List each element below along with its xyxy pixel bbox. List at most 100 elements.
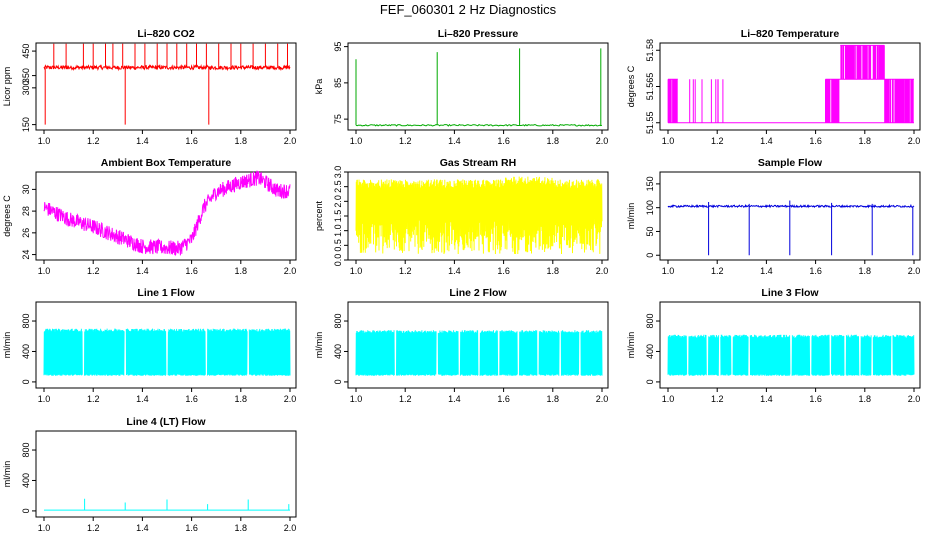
x-tick-label: 1.0 bbox=[662, 136, 675, 146]
y-tick-label: 95 bbox=[333, 42, 343, 52]
figure-title: FEF_060301 2 Hz Diagnostics bbox=[380, 2, 557, 17]
x-tick-label: 1.2 bbox=[399, 136, 412, 146]
y-tick-label: 450 bbox=[21, 44, 31, 59]
x-tick-label: 1.4 bbox=[760, 266, 773, 276]
data-series bbox=[355, 330, 603, 376]
x-tick-label: 1.2 bbox=[87, 266, 100, 276]
x-tick-label: 1.2 bbox=[399, 394, 412, 404]
x-tick-label: 1.6 bbox=[185, 266, 198, 276]
y-tick-label: 400 bbox=[21, 344, 31, 359]
panel-title: Line 2 Flow bbox=[449, 287, 507, 299]
x-tick-label: 2.0 bbox=[284, 523, 297, 533]
y-tick-label: 400 bbox=[333, 344, 343, 359]
x-tick-label: 2.0 bbox=[596, 136, 609, 146]
x-tick-label: 1.4 bbox=[136, 136, 149, 146]
x-tick-label: 1.6 bbox=[809, 266, 822, 276]
y-axis-label: ml/min bbox=[626, 332, 636, 359]
plot-frame bbox=[347, 301, 609, 389]
x-tick-label: 1.6 bbox=[185, 136, 198, 146]
plot-frame bbox=[347, 42, 609, 131]
y-tick-label: 100 bbox=[645, 200, 655, 215]
x-tick-label: 1.6 bbox=[809, 394, 822, 404]
x-tick-label: 1.2 bbox=[711, 394, 724, 404]
y-tick-label: 0.5 bbox=[333, 239, 343, 252]
panel-title: Li–820 CO2 bbox=[137, 28, 194, 40]
y-axis-label: kPa bbox=[314, 79, 324, 95]
x-tick-label: 2.0 bbox=[596, 394, 609, 404]
x-tick-label: 1.6 bbox=[185, 394, 198, 404]
y-tick-label: 0 bbox=[21, 508, 31, 513]
x-tick-label: 1.2 bbox=[87, 136, 100, 146]
panel-7: Line 1 Flow 1.0 1.2 1.4 1.6 1.8 2.0 0 400 800 ml/m… bbox=[2, 287, 297, 404]
panel-4: Ambient Box Temperature 1.0 1.2 1.4 1.6 1.8 2.… bbox=[2, 157, 297, 276]
y-tick-label: 0 bbox=[645, 253, 655, 258]
y-axis-label: ml/min bbox=[626, 203, 636, 230]
x-tick-label: 1.8 bbox=[547, 266, 560, 276]
plot-frame bbox=[35, 171, 297, 261]
x-tick-label: 1.8 bbox=[859, 394, 872, 404]
x-tick-label: 2.0 bbox=[596, 266, 609, 276]
x-tick-label: 2.0 bbox=[908, 394, 921, 404]
data-series bbox=[43, 170, 291, 257]
y-tick-label: 800 bbox=[21, 443, 31, 458]
x-tick-label: 1.8 bbox=[859, 266, 872, 276]
panel-title: Gas Stream RH bbox=[440, 157, 516, 169]
y-tick-label: 2.0 bbox=[333, 195, 343, 208]
x-tick-label: 1.2 bbox=[711, 136, 724, 146]
x-tick-label: 1.8 bbox=[547, 394, 560, 404]
x-tick-label: 1.4 bbox=[448, 266, 461, 276]
y-tick-label: 300 bbox=[21, 80, 31, 95]
x-tick-label: 1.8 bbox=[235, 136, 248, 146]
y-tick-label: 51.565 bbox=[645, 73, 655, 101]
plot-frame bbox=[35, 42, 297, 131]
y-tick-label: 1.5 bbox=[333, 210, 343, 223]
x-tick-label: 1.0 bbox=[38, 523, 51, 533]
data-series bbox=[355, 48, 603, 127]
data-series bbox=[667, 334, 915, 376]
x-tick-label: 2.0 bbox=[908, 136, 921, 146]
x-tick-label: 1.4 bbox=[760, 394, 773, 404]
panel-10: Line 4 (LT) Flow 1.0 1.2 1.4 1.6 1.8 2.0 0 400 80… bbox=[2, 416, 297, 533]
panel-title: Li–820 Temperature bbox=[741, 28, 840, 40]
plot-frame bbox=[659, 301, 921, 389]
x-tick-label: 1.8 bbox=[235, 266, 248, 276]
y-tick-label: 2.5 bbox=[333, 180, 343, 193]
panel-8: Line 2 Flow 1.0 1.2 1.4 1.6 1.8 2.0 0 400 800 ml/m… bbox=[314, 287, 609, 404]
panel-title: Line 1 Flow bbox=[137, 287, 195, 299]
x-tick-label: 1.6 bbox=[497, 394, 510, 404]
x-tick-label: 1.0 bbox=[350, 266, 363, 276]
x-tick-label: 1.0 bbox=[662, 266, 675, 276]
y-axis-label: ml/min bbox=[314, 332, 324, 359]
x-tick-label: 1.8 bbox=[235, 394, 248, 404]
x-tick-label: 1.2 bbox=[87, 394, 100, 404]
y-tick-label: 3.0 bbox=[333, 166, 343, 179]
x-tick-label: 2.0 bbox=[284, 136, 297, 146]
x-tick-label: 1.6 bbox=[809, 136, 822, 146]
y-tick-label: 150 bbox=[645, 176, 655, 191]
x-tick-label: 1.2 bbox=[87, 523, 100, 533]
y-tick-label: 350 bbox=[21, 68, 31, 83]
x-tick-label: 1.0 bbox=[38, 394, 51, 404]
x-tick-label: 2.0 bbox=[908, 266, 921, 276]
y-tick-label: 400 bbox=[21, 473, 31, 488]
y-axis-label: Licor ppm bbox=[2, 67, 12, 107]
y-tick-label: 1.0 bbox=[333, 224, 343, 237]
plot-frame bbox=[35, 301, 297, 389]
plot-frame bbox=[35, 430, 297, 518]
panel-5: Gas Stream RH 1.0 1.2 1.4 1.6 1.8 2.0 0.0 0.5 1.0… bbox=[314, 157, 609, 276]
x-tick-label: 1.8 bbox=[859, 136, 872, 146]
x-tick-label: 1.6 bbox=[497, 136, 510, 146]
x-tick-label: 2.0 bbox=[284, 266, 297, 276]
y-tick-label: 800 bbox=[645, 314, 655, 329]
x-tick-label: 1.0 bbox=[38, 266, 51, 276]
y-tick-label: 24 bbox=[21, 250, 31, 260]
y-tick-label: 51.58 bbox=[645, 39, 655, 62]
panel-title: Li–820 Pressure bbox=[438, 28, 519, 40]
x-tick-label: 1.8 bbox=[235, 523, 248, 533]
y-tick-label: 26 bbox=[21, 228, 31, 238]
y-tick-label: 0.0 bbox=[333, 254, 343, 267]
x-tick-label: 1.0 bbox=[662, 394, 675, 404]
